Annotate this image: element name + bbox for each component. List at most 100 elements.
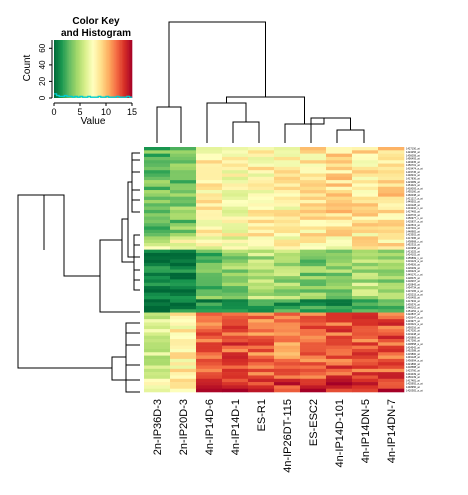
heatmap-cell bbox=[248, 358, 275, 363]
heatmap-cell bbox=[378, 173, 405, 178]
row-label: 1421217_a_at bbox=[406, 196, 423, 200]
heatmap-cell bbox=[326, 193, 353, 197]
heatmap-cell bbox=[352, 375, 379, 380]
heatmap-cell bbox=[170, 216, 197, 221]
heatmap-cell bbox=[352, 199, 379, 204]
heatmap-cell bbox=[378, 203, 405, 207]
heatmap-cell bbox=[196, 372, 223, 376]
heatmap-cell bbox=[196, 170, 223, 174]
heatmap-cell bbox=[248, 203, 275, 207]
heatmap-cell bbox=[352, 282, 379, 287]
heatmap-cell bbox=[378, 335, 405, 340]
heatmap-cell bbox=[352, 302, 379, 307]
heatmap-cell bbox=[378, 262, 405, 267]
row-label: 1424256_at bbox=[406, 150, 420, 154]
column-label: 4n-IP14DN-5 bbox=[360, 399, 372, 463]
heatmap-cell bbox=[300, 160, 327, 164]
heatmap-cell bbox=[196, 219, 223, 224]
heatmap-cell bbox=[352, 150, 379, 154]
heatmap-cell bbox=[196, 229, 223, 234]
heatmap-cell bbox=[196, 266, 223, 270]
heatmap-cell bbox=[170, 147, 197, 151]
heatmap-cell bbox=[378, 233, 405, 237]
heatmap-cell bbox=[326, 365, 353, 370]
heatmap-cell bbox=[144, 302, 171, 307]
heatmap-cell bbox=[326, 355, 353, 360]
heatmap-cell bbox=[222, 153, 249, 158]
heatmap-cell bbox=[274, 388, 301, 393]
heatmap-cell bbox=[170, 266, 197, 270]
heatmap-cell bbox=[352, 362, 379, 366]
heatmap-cell bbox=[196, 388, 223, 393]
heatmap-cell bbox=[144, 163, 171, 168]
heatmap-cell bbox=[196, 319, 223, 323]
heatmap-cell bbox=[274, 309, 301, 313]
color-key-segment bbox=[107, 40, 109, 98]
heatmap-cell bbox=[352, 183, 379, 188]
heatmap-cell bbox=[274, 209, 301, 214]
heatmap-cell bbox=[222, 295, 249, 300]
row-label: 1419248_at bbox=[406, 332, 420, 336]
row-label: 1450701_at bbox=[406, 163, 420, 167]
heatmap-cell bbox=[196, 345, 223, 350]
color-key-segment bbox=[106, 40, 108, 98]
heatmap-cell bbox=[274, 378, 301, 383]
heatmap-cell bbox=[196, 180, 223, 184]
row-label: 1415800_at bbox=[406, 352, 420, 356]
row-label: 1449502_at bbox=[406, 200, 420, 204]
heatmap-cell bbox=[170, 190, 197, 194]
heatmap-cell bbox=[144, 286, 171, 290]
heatmap-cell bbox=[196, 302, 223, 307]
column-label: 4n-IP26DT-115 bbox=[282, 399, 294, 473]
heatmap-cell bbox=[352, 160, 379, 164]
column-label: 4n-IP14D-6 bbox=[204, 399, 216, 455]
heatmap-cell bbox=[144, 276, 171, 280]
heatmap-cell bbox=[222, 309, 249, 313]
heatmap-cell bbox=[222, 272, 249, 277]
heatmap-cell bbox=[222, 319, 249, 323]
heatmap-cell bbox=[300, 193, 327, 197]
heatmap-cell bbox=[144, 348, 171, 353]
row-label: 1416405_at bbox=[406, 296, 420, 300]
heatmap-cell bbox=[274, 315, 301, 320]
heatmap-cell bbox=[274, 199, 301, 204]
heatmap-cell bbox=[274, 176, 301, 181]
heatmap-cell bbox=[274, 375, 301, 380]
heatmap-cell bbox=[144, 295, 171, 300]
heatmap-cell bbox=[274, 368, 301, 373]
heatmap-cell bbox=[378, 153, 405, 158]
heatmap-cell bbox=[144, 166, 171, 171]
heatmap-cell bbox=[170, 156, 197, 161]
heatmap-cell bbox=[144, 262, 171, 267]
heatmap-cell bbox=[300, 156, 327, 161]
heatmap-cell bbox=[222, 339, 249, 343]
heatmap-cell bbox=[222, 156, 249, 161]
heatmap-cell bbox=[378, 325, 405, 330]
heatmap-cell bbox=[222, 209, 249, 214]
heatmap-cell bbox=[196, 262, 223, 267]
heatmap-cell bbox=[352, 315, 379, 320]
heatmap-cell bbox=[300, 262, 327, 267]
heatmap-cell bbox=[248, 150, 275, 154]
heatmap-cell bbox=[300, 203, 327, 207]
heatmap-cell bbox=[274, 226, 301, 231]
heatmap-cell bbox=[144, 378, 171, 383]
heatmap-cell bbox=[300, 342, 327, 346]
color-key-segment bbox=[99, 40, 102, 98]
heatmap-cell bbox=[144, 325, 171, 330]
heatmap-cell bbox=[222, 345, 249, 350]
heatmap-cell bbox=[170, 365, 197, 370]
heatmap-cell bbox=[300, 199, 327, 204]
column-label: 4n-IP14D-101 bbox=[334, 399, 346, 468]
heatmap-cell bbox=[144, 160, 171, 164]
heatmap-cell bbox=[352, 180, 379, 184]
heatmap-cell bbox=[326, 319, 353, 323]
heatmap-cell bbox=[378, 219, 405, 224]
heatmap-cell bbox=[300, 153, 327, 158]
row-label: 1418267_at bbox=[406, 279, 420, 283]
heatmap-cell bbox=[326, 147, 353, 151]
color-key-title-line2: and Histogram bbox=[61, 28, 131, 39]
heatmap-cell bbox=[248, 279, 275, 284]
heatmap-cell bbox=[196, 226, 223, 231]
heatmap-cell bbox=[170, 180, 197, 184]
